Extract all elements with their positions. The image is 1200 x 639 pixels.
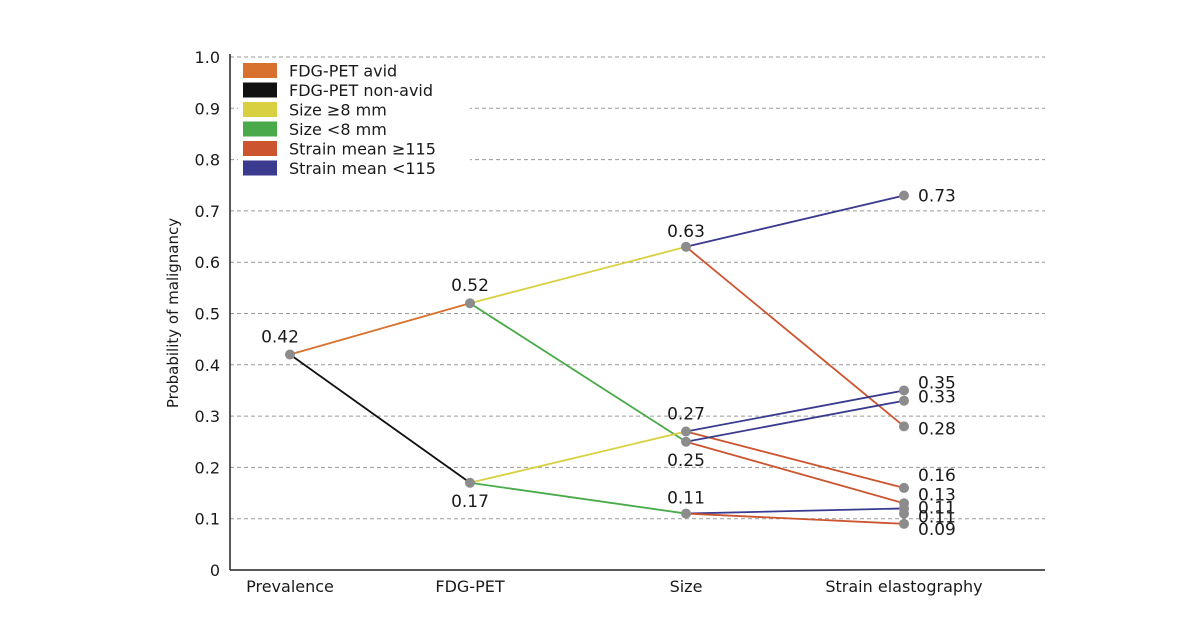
legend-label: Strain mean <115 <box>289 159 436 178</box>
data-point <box>899 421 909 432</box>
legend-swatch <box>243 82 277 98</box>
series-segment <box>685 430 905 489</box>
data-point <box>681 426 691 437</box>
grid-lines <box>230 56 1045 520</box>
legend-background <box>238 60 470 180</box>
data-point <box>899 385 909 396</box>
data-label: 0.25 <box>667 451 705 471</box>
series-segment <box>469 430 687 484</box>
x-tick-label: FDG-PET <box>435 577 504 596</box>
series-segment <box>289 302 471 356</box>
series-segment <box>685 440 905 505</box>
data-points <box>285 190 909 529</box>
y-tick-label: 0.8 <box>195 151 220 170</box>
legend-label: Strain mean ≥115 <box>289 140 436 159</box>
series-segment <box>685 246 905 428</box>
data-label: 0.09 <box>918 520 956 540</box>
data-label: 0.13 <box>918 485 956 505</box>
data-label: 0.28 <box>918 419 956 439</box>
data-point <box>465 477 475 488</box>
series-segments <box>289 194 905 525</box>
y-tick-label: 0.1 <box>195 510 220 529</box>
data-point <box>899 395 909 406</box>
data-point <box>681 241 691 252</box>
data-point <box>899 482 909 493</box>
legend-label: FDG-PET non-avid <box>289 81 433 100</box>
legend-label: Size <8 mm <box>289 120 387 139</box>
series-segment <box>685 399 905 443</box>
series-segment <box>685 507 905 515</box>
y-tick-label: 0 <box>210 561 220 580</box>
y-tick-labels: 0 0.1 0.2 0.3 0.4 0.5 0.6 0.7 0.8 0.9 1.0 <box>195 48 220 580</box>
data-point <box>899 518 909 529</box>
y-tick-label: 0.7 <box>195 202 220 221</box>
series-segment <box>469 481 687 515</box>
data-label: 0.11 <box>667 489 705 509</box>
data-point <box>465 298 475 309</box>
legend-swatch <box>243 63 277 78</box>
y-tick-label: 0.3 <box>195 407 220 426</box>
data-point <box>899 190 909 201</box>
data-labels: 0.42 0.52 0.17 0.63 0.27 0.25 0.11 0.73 0.350.33… <box>261 187 956 540</box>
data-point <box>285 349 295 360</box>
legend-swatch <box>243 160 277 176</box>
y-axis-label: Probability of malignancy <box>164 218 182 408</box>
data-label: 0.73 <box>918 187 956 207</box>
y-tick-label: 0.9 <box>195 99 220 118</box>
legend-swatch <box>243 102 277 117</box>
data-label: 0.35 <box>918 373 956 393</box>
legend-label: Size ≥8 mm <box>289 101 387 120</box>
data-label: 0.63 <box>667 222 705 242</box>
x-tick-label: Prevalence <box>246 577 334 596</box>
legend-label: FDG-PET avid <box>289 62 397 81</box>
y-tick-label: 0.4 <box>195 356 220 375</box>
legend-swatch <box>243 141 277 156</box>
data-label: 0.17 <box>451 492 489 512</box>
axes <box>229 54 1045 571</box>
data-label: 0.11 <box>918 508 956 528</box>
x-tick-label: Strain elastography <box>825 577 982 596</box>
series-segment <box>685 389 905 433</box>
y-tick-label: 0.5 <box>195 305 220 324</box>
x-tick-label: Size <box>670 577 703 596</box>
data-label: 0.16 <box>918 466 956 486</box>
data-label: 0.52 <box>451 276 489 296</box>
series-segment <box>685 512 905 525</box>
data-label: 0.27 <box>667 404 705 424</box>
data-point <box>899 508 909 519</box>
series-segment <box>469 245 687 305</box>
y-tick-label: 0.6 <box>195 253 220 272</box>
data-label: 0.11 <box>918 498 956 518</box>
data-label: 0.42 <box>261 328 299 348</box>
series-segment <box>469 302 687 443</box>
y-tick-label: 0.2 <box>195 458 220 477</box>
data-point <box>681 508 691 519</box>
y-tick-label: 1.0 <box>195 48 220 67</box>
series-segment <box>289 353 471 484</box>
x-tick-labels: Prevalence FDG-PET Size Strain elastography <box>246 577 983 596</box>
data-label: 0.33 <box>918 388 956 408</box>
data-point <box>681 436 691 447</box>
legend-swatch <box>243 121 277 137</box>
series-segment <box>685 194 905 248</box>
